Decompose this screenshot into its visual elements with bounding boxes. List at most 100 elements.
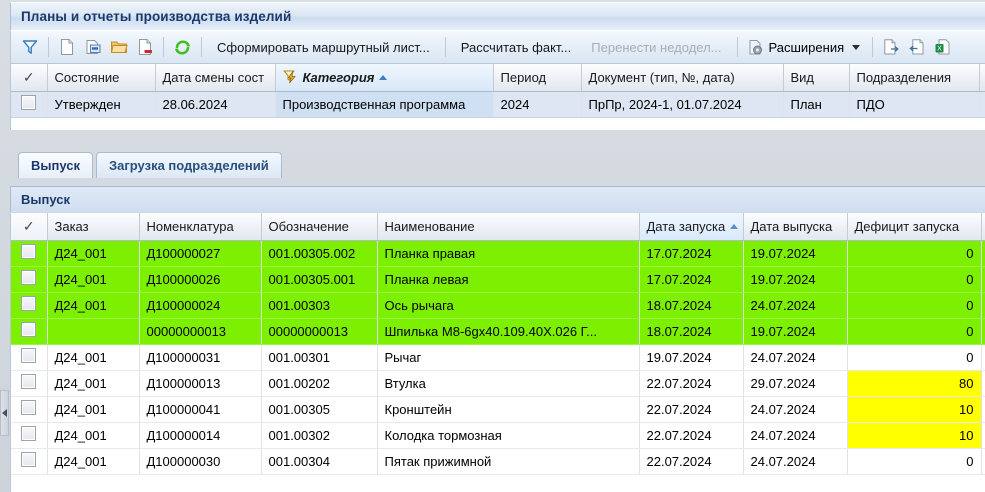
cell-dept[interactable]: ПДО: [849, 91, 980, 118]
tab-zagruzka-podrazdeleniy[interactable]: Загрузка подразделений: [96, 152, 282, 178]
cell-kind[interactable]: План: [783, 91, 850, 118]
row-checkbox[interactable]: [11, 318, 48, 345]
cell-finish[interactable]: 29.07.2024: [743, 370, 848, 397]
cell-finish[interactable]: 24.07.2024: [743, 292, 848, 319]
cell-extra[interactable]: [981, 370, 985, 397]
checkbox-icon[interactable]: [21, 270, 37, 285]
cell-start[interactable]: 18.07.2024: [639, 292, 744, 319]
cell-extra[interactable]: [981, 448, 985, 475]
cell-extra[interactable]: [981, 422, 985, 449]
import-document-icon[interactable]: [904, 34, 930, 60]
column-header-desig[interactable]: Обозначение: [261, 213, 378, 241]
tab-vypusk[interactable]: Выпуск: [18, 152, 93, 178]
column-header-date[interactable]: Дата смены сост: [155, 64, 276, 92]
cell-nomen[interactable]: Д100000014: [139, 422, 262, 449]
cell-name[interactable]: Пятак прижимной: [377, 448, 640, 475]
cell-name[interactable]: Ось рычага: [377, 292, 640, 319]
cell-finish[interactable]: 19.07.2024: [743, 266, 848, 293]
column-header-order[interactable]: Заказ: [47, 213, 140, 241]
cell-nomen[interactable]: Д100000024: [139, 292, 262, 319]
cell-name[interactable]: Втулка: [377, 370, 640, 397]
cell-nomen[interactable]: Д100000030: [139, 448, 262, 475]
table-row[interactable]: Д24_001 Д100000013 001.00202 Втулка 22.07.20…: [11, 370, 985, 397]
table-row[interactable]: Д24_001 Д100000024 001.00303 Ось рычага 18.0…: [11, 292, 985, 319]
cell-extra[interactable]: [981, 266, 985, 293]
cell-start[interactable]: 19.07.2024: [639, 344, 744, 371]
cell-name[interactable]: Планка левая: [377, 266, 640, 293]
cell-order[interactable]: Д24_001: [47, 240, 140, 267]
excel-export-icon[interactable]: X: [930, 34, 956, 60]
cell-extra[interactable]: [981, 344, 985, 371]
checkbox-icon[interactable]: [21, 296, 37, 311]
collapse-left-icon[interactable]: [0, 390, 9, 436]
cell-start[interactable]: 22.07.2024: [639, 422, 744, 449]
checkbox-icon[interactable]: [21, 348, 37, 363]
cell-finish[interactable]: 24.07.2024: [743, 448, 848, 475]
cell-nomen[interactable]: Д100000013: [139, 370, 262, 397]
select-all-header[interactable]: ✓: [11, 213, 48, 241]
row-checkbox[interactable]: [11, 396, 48, 423]
checkbox-icon[interactable]: [21, 452, 37, 467]
cell-order[interactable]: Д24_001: [47, 422, 140, 449]
cell-desig[interactable]: 001.00303: [261, 292, 378, 319]
row-checkbox[interactable]: [11, 344, 48, 371]
cell-start[interactable]: 22.07.2024: [639, 396, 744, 423]
column-header-start[interactable]: Дата запуска: [639, 213, 744, 241]
cell-defic[interactable]: 0: [847, 448, 982, 475]
column-header-kind[interactable]: Вид: [783, 64, 850, 92]
column-header-period[interactable]: Период: [493, 64, 582, 92]
chevron-down-icon[interactable]: [852, 44, 861, 50]
column-header-dept[interactable]: Подразделения: [849, 64, 980, 92]
column-header-defic[interactable]: Дефицит запуска: [847, 213, 982, 241]
cell-extra[interactable]: [981, 396, 985, 423]
cell-order[interactable]: [979, 91, 985, 118]
cell-order[interactable]: Д24_001: [47, 292, 140, 319]
cell-nomen[interactable]: 00000000013: [139, 318, 262, 345]
cell-defic[interactable]: 0: [847, 292, 982, 319]
filter-funnel-icon[interactable]: [17, 34, 43, 60]
cell-name[interactable]: Кронштейн: [377, 396, 640, 423]
cell-order[interactable]: Д24_001: [47, 396, 140, 423]
cell-start[interactable]: 22.07.2024: [639, 370, 744, 397]
cell-state[interactable]: Утвержден: [47, 91, 156, 118]
checkbox-icon[interactable]: [21, 374, 37, 389]
row-checkbox[interactable]: [11, 266, 48, 293]
cell-desig[interactable]: 001.00302: [261, 422, 378, 449]
cell-finish[interactable]: 24.07.2024: [743, 344, 848, 371]
column-header-nomen[interactable]: Номенклатура: [139, 213, 262, 241]
cell-desig[interactable]: 001.00202: [261, 370, 378, 397]
row-checkbox[interactable]: [11, 448, 48, 475]
cell-nomen[interactable]: Д100000026: [139, 266, 262, 293]
refresh-icon[interactable]: [169, 34, 196, 60]
checkbox-icon[interactable]: [21, 322, 37, 337]
cell-desig[interactable]: 001.00305.002: [261, 240, 378, 267]
cell-desig[interactable]: 001.00301: [261, 344, 378, 371]
cell-defic[interactable]: 0: [847, 240, 982, 267]
column-header-order[interactable]: Зак: [979, 64, 985, 92]
export-document-icon[interactable]: [878, 34, 904, 60]
column-header-name[interactable]: Наименование: [377, 213, 640, 241]
cell-defic[interactable]: 0: [847, 266, 982, 293]
cell-finish[interactable]: 24.07.2024: [743, 396, 848, 423]
column-header-doc[interactable]: Документ (тип, №, дата): [581, 64, 784, 92]
cell-name[interactable]: Колодка тормозная: [377, 422, 640, 449]
cell-period[interactable]: 2024: [493, 91, 582, 118]
generate-route-sheet-button[interactable]: Сформировать маршрутный лист...: [217, 39, 430, 55]
cell-defic[interactable]: 10: [847, 422, 982, 449]
select-all-header[interactable]: ✓: [11, 64, 48, 92]
cell-order[interactable]: Д24_001: [47, 370, 140, 397]
cell-start[interactable]: 17.07.2024: [639, 266, 744, 293]
table-row[interactable]: 00000000013 00000000013 Шпилька М8-6gx40.1…: [11, 318, 985, 345]
cell-extra[interactable]: [981, 292, 985, 319]
table-row[interactable]: Д24_001 Д100000014 001.00302 Колодка тормоз…: [11, 422, 985, 449]
column-header-finish[interactable]: Дата выпуска: [743, 213, 848, 241]
checkbox-icon[interactable]: [21, 244, 37, 259]
new-document-icon[interactable]: [54, 34, 80, 60]
cell-finish[interactable]: 19.07.2024: [743, 318, 848, 345]
cell-extra[interactable]: [981, 318, 985, 345]
column-header-cat[interactable]: Категория: [275, 64, 494, 92]
cell-defic[interactable]: 0: [847, 318, 982, 345]
cell-start[interactable]: 22.07.2024: [639, 448, 744, 475]
cell-nomen[interactable]: Д100000031: [139, 344, 262, 371]
table-row[interactable]: Д24_001 Д100000026 001.00305.001 Планка лев…: [11, 266, 985, 293]
